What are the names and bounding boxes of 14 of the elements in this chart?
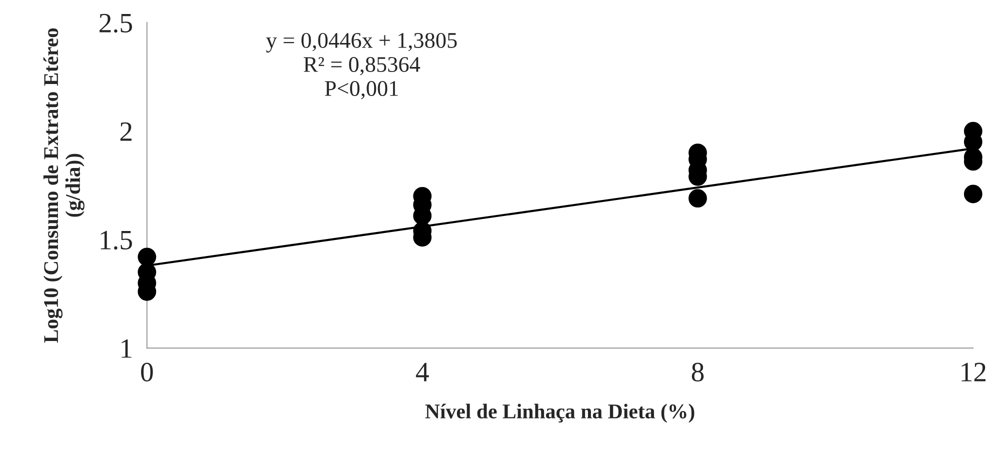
- point: [964, 184, 982, 204]
- x-axis-title: Nível de Linhaça na Dieta (%): [425, 404, 694, 423]
- x-tick-label: 4: [416, 362, 429, 382]
- point: [688, 189, 707, 208]
- point: [138, 248, 156, 266]
- x-tick-label: 12: [962, 362, 986, 382]
- y-tick-label: 2: [120, 122, 132, 141]
- y-axis-title: Log10 (Consumo de Extrato Etéreo (g/dia)): [43, 28, 84, 343]
- x-tick-label: 8: [692, 362, 704, 382]
- y-tick-label: 2.5: [100, 14, 132, 33]
- y-tick-label: 1.5: [100, 230, 132, 250]
- y-tick-label: 1: [122, 339, 132, 358]
- annotation: y = 0,0446x + 1,3805 R² = 0,85364 P<0,001: [266, 32, 457, 100]
- x-tick-label: 0: [141, 362, 153, 382]
